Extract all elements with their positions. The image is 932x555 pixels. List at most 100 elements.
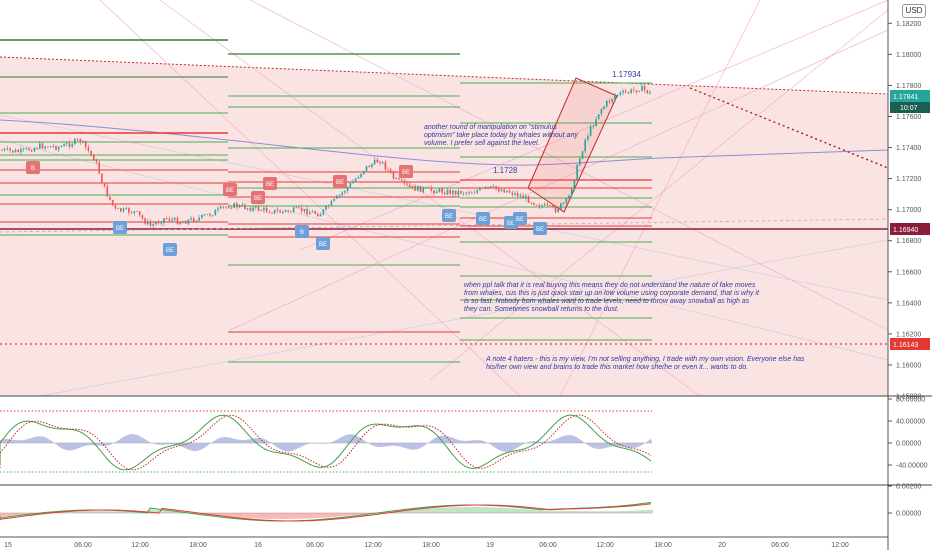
candle-body bbox=[500, 189, 503, 192]
candle-body bbox=[417, 185, 419, 191]
candle-body bbox=[233, 203, 235, 208]
candle-body bbox=[9, 148, 11, 151]
candle-body bbox=[163, 218, 165, 223]
candle-body bbox=[484, 186, 487, 188]
trade-marker: BE bbox=[333, 175, 347, 188]
candle-body bbox=[209, 214, 211, 216]
candle-body bbox=[236, 203, 238, 208]
trend-line bbox=[0, 114, 889, 301]
price-tick-label: 1.16600 bbox=[896, 269, 921, 276]
marker-box bbox=[316, 237, 330, 250]
candle-body bbox=[79, 139, 82, 142]
candle-body bbox=[195, 220, 198, 222]
candle-body bbox=[314, 211, 316, 214]
candle-body bbox=[584, 139, 586, 152]
candle-body bbox=[179, 223, 181, 225]
candle-body bbox=[60, 146, 63, 148]
candle-body bbox=[473, 192, 476, 194]
candle-body bbox=[444, 192, 446, 195]
mid-price-label: 1.1728 bbox=[493, 166, 518, 175]
rising-channel-box bbox=[527, 77, 618, 213]
candle-body bbox=[309, 212, 311, 215]
candle-body bbox=[354, 178, 357, 182]
candle-body bbox=[114, 205, 117, 209]
candle-body bbox=[627, 92, 630, 94]
candle-body bbox=[435, 191, 438, 194]
descending-dotted-line bbox=[689, 87, 889, 169]
candle-body bbox=[98, 162, 100, 174]
candle-body bbox=[6, 148, 9, 150]
trend-line bbox=[159, 0, 701, 397]
candle-body bbox=[174, 217, 176, 220]
price-tag-box bbox=[890, 90, 930, 102]
osc1-tick-label: 0.00000 bbox=[896, 441, 921, 448]
dashed-trend-line bbox=[0, 218, 889, 233]
candle-body bbox=[128, 208, 130, 213]
marker-label: B bbox=[300, 230, 304, 236]
price-tick-label: 1.17600 bbox=[896, 114, 921, 121]
candle-body bbox=[630, 89, 632, 94]
candle-body bbox=[12, 150, 14, 153]
candle-body bbox=[352, 181, 354, 184]
candle-body bbox=[341, 192, 343, 195]
candle-body bbox=[171, 219, 173, 221]
candle-body bbox=[438, 188, 441, 192]
candle-body bbox=[246, 208, 249, 209]
candle-body bbox=[403, 180, 406, 184]
candle-body bbox=[41, 143, 44, 149]
candle-body bbox=[260, 210, 262, 211]
price-tag-value: 1.16143 bbox=[893, 342, 918, 349]
marker-box bbox=[163, 243, 177, 256]
peak-price-label: 1.17934 bbox=[612, 70, 641, 79]
candle-body bbox=[414, 186, 416, 191]
candle-body bbox=[160, 222, 163, 224]
candle-body bbox=[184, 221, 187, 224]
candle-body bbox=[535, 204, 538, 206]
candle-body bbox=[481, 187, 484, 189]
candle-body bbox=[1, 150, 3, 151]
candle-body bbox=[533, 202, 535, 205]
candle-body bbox=[552, 205, 554, 207]
time-tick-label: 06:00 bbox=[306, 542, 324, 549]
zone-top-line bbox=[0, 56, 889, 95]
candle-body bbox=[462, 193, 465, 195]
marker-box bbox=[533, 222, 547, 235]
candle-body bbox=[82, 141, 84, 142]
time-tick-label: 12:00 bbox=[596, 542, 614, 549]
candle-body bbox=[3, 148, 6, 151]
price-tick-label: 1.17800 bbox=[896, 83, 921, 90]
candle-body bbox=[573, 179, 576, 190]
trade-marker: BE bbox=[251, 191, 265, 204]
candle-body bbox=[66, 143, 68, 145]
trade-marker: BE bbox=[113, 221, 127, 234]
trend-line bbox=[99, 0, 521, 397]
marker-box bbox=[295, 225, 309, 238]
candle-body bbox=[471, 192, 473, 194]
trade-marker: BE bbox=[476, 212, 490, 225]
candle-body bbox=[570, 189, 573, 196]
candle-body bbox=[489, 186, 492, 188]
trade-marker: BE bbox=[316, 237, 330, 250]
time-tick-label: 06:00 bbox=[771, 542, 789, 549]
candle-body bbox=[101, 173, 103, 183]
candle-body bbox=[619, 92, 622, 95]
candle-body bbox=[39, 143, 41, 149]
candle-body bbox=[244, 204, 246, 209]
candle-body bbox=[519, 195, 522, 197]
candle-body bbox=[441, 188, 443, 193]
candle-body bbox=[603, 106, 605, 110]
time-tick-label: 15 bbox=[4, 542, 12, 549]
candle-body bbox=[52, 146, 55, 147]
candle-body bbox=[557, 209, 559, 213]
time-tick-label: 18:00 bbox=[654, 542, 672, 549]
candle-body bbox=[622, 90, 624, 93]
candle-body bbox=[168, 218, 171, 221]
candle-body bbox=[346, 187, 349, 192]
candle-body bbox=[565, 198, 568, 203]
candle-body bbox=[76, 138, 79, 140]
candle-body bbox=[201, 214, 203, 218]
candle-body bbox=[327, 205, 330, 207]
candle-body bbox=[271, 212, 273, 214]
